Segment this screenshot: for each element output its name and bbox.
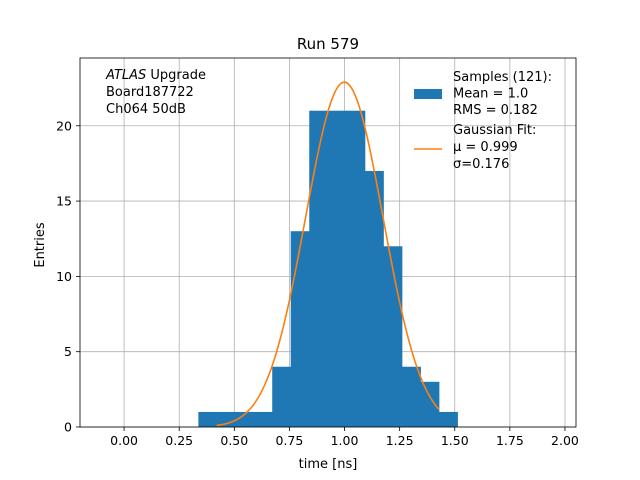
annotation-text: Ch064 50dB [106, 102, 186, 117]
y-tick-label: 20 [56, 118, 72, 133]
atlas-annotation: ATLAS Upgrade Board187722 Ch064 50dB [105, 68, 206, 117]
chart-title: Run 579 [297, 35, 359, 53]
y-axis-label: Entries [33, 222, 48, 268]
y-tick-label: 15 [56, 194, 72, 209]
annotation-line: Ch064 50dB [106, 102, 186, 117]
legend-samples-text: Mean = 1.0 [453, 87, 528, 102]
histogram-bars [198, 110, 458, 428]
histogram-bar [290, 231, 310, 427]
annotation-line: ATLAS Upgrade [105, 68, 206, 83]
histogram-bar [309, 110, 329, 427]
gaussian-fit-curve [216, 81, 440, 427]
x-tick-label: 0.75 [276, 433, 304, 448]
annotation-line: Board187722 [106, 85, 194, 100]
legend-fit-text: Gaussian Fit: [453, 123, 536, 138]
plot-frame [79, 57, 577, 428]
histogram-bar [346, 110, 366, 427]
legend-histogram-swatch [414, 89, 442, 99]
x-tick-label: 2.00 [551, 433, 579, 448]
x-tick-label: 1.25 [386, 433, 414, 448]
histogram-bar [420, 381, 440, 427]
histogram-bar [438, 411, 458, 427]
legend-fit-text: μ = 0.999 [453, 140, 518, 155]
x-tick-label: 1.50 [441, 433, 469, 448]
histogram-bar [235, 411, 255, 427]
legend-samples-text: Samples (121): [453, 70, 552, 85]
histogram-bar [383, 246, 403, 427]
x-axis-label: time [ns] [299, 457, 358, 472]
histogram-bar [327, 110, 347, 427]
histogram-bar [272, 366, 292, 427]
histogram-bar [364, 170, 384, 428]
legend: Samples (121): Mean = 1.0 RMS = 0.182 Gau… [414, 70, 552, 172]
x-tick-label: 0.25 [165, 433, 193, 448]
annotation-italic-text: ATLAS [105, 68, 146, 83]
x-tick-label: 0.50 [220, 433, 248, 448]
histogram-bar [216, 411, 236, 427]
legend-fit-text: σ=0.176 [453, 157, 509, 172]
legend-samples-text: RMS = 0.182 [453, 103, 538, 118]
axis-ticks: 0.00 0.25 0.50 0.75 1.00 1.25 1.50 1.75 2.00 0 5 10… [56, 118, 579, 448]
histogram-bar [401, 366, 421, 427]
annotation-text: Upgrade [146, 68, 206, 83]
histogram-bar [198, 411, 218, 427]
annotation-text: Board187722 [106, 85, 194, 100]
y-tick-label: 0 [64, 420, 72, 435]
y-tick-label: 5 [64, 344, 72, 359]
x-tick-label: 1.00 [331, 433, 359, 448]
y-tick-label: 10 [56, 269, 72, 284]
gaussian-fit [216, 81, 440, 427]
histogram-bar [253, 411, 273, 427]
x-tick-label: 1.75 [496, 433, 524, 448]
x-tick-label: 0.00 [110, 433, 138, 448]
